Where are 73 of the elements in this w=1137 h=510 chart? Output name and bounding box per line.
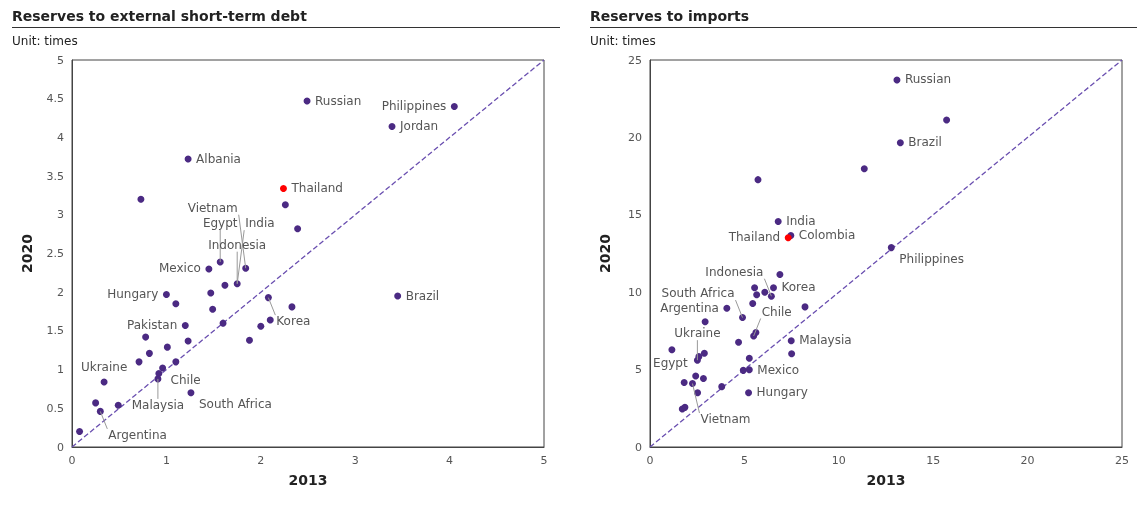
- annotation: Chile: [170, 372, 201, 387]
- annotation: Egypt: [202, 216, 238, 231]
- y-tick-label: 20: [628, 130, 642, 144]
- annotation: Ukraine: [674, 326, 721, 341]
- x-axis-title: 2013: [288, 472, 328, 488]
- x-tick-label: 20: [1020, 454, 1035, 467]
- annotation: Colombia: [798, 228, 856, 243]
- chart-subtitle: Unit: times: [12, 34, 79, 48]
- x-tick-label: 0: [646, 454, 654, 467]
- y-tick-label: 3: [57, 208, 64, 222]
- annotation: Philippines: [381, 98, 447, 113]
- annotation: Brazil: [405, 288, 440, 303]
- y-tick-label: 4: [57, 130, 64, 144]
- annotation: Argentina: [660, 300, 719, 315]
- annotation: Egypt: [653, 356, 688, 371]
- y-tick-label: 5: [57, 53, 64, 67]
- y-tick-label: 1: [57, 363, 64, 377]
- y-tick-label: 1.5: [46, 324, 64, 338]
- annotation: Vietnam: [187, 200, 238, 215]
- y-tick-label: 0: [635, 440, 642, 454]
- annotation: Indonesia: [208, 237, 267, 252]
- y-tick-label: 0: [57, 440, 64, 454]
- chart-subtitle: Unit: times: [590, 34, 657, 48]
- annotation: Hungary: [756, 385, 808, 400]
- annotation: Russian: [904, 72, 952, 87]
- x-tick-label: 0: [68, 454, 76, 467]
- y-tick-label: 3.5: [46, 169, 64, 183]
- chart-title: Reserves to imports: [590, 8, 1137, 28]
- x-tick-label: 10: [831, 454, 846, 467]
- x-tick-label: 5: [540, 454, 548, 467]
- y-axis-title: 2020: [597, 233, 613, 273]
- annotation: Mexico: [158, 261, 201, 276]
- y-tick-label: 25: [628, 53, 642, 67]
- annotation: Albania: [196, 151, 241, 166]
- annotation: India: [245, 216, 275, 231]
- annotation: Mexico: [757, 362, 800, 377]
- x-tick-label: 4: [446, 454, 454, 467]
- annotation: Malaysia: [131, 397, 185, 412]
- annotation: Chile: [761, 304, 792, 319]
- x-tick-label: 3: [351, 454, 359, 467]
- y-tick-label: 4.5: [46, 92, 64, 106]
- annotation: Philippines: [899, 252, 964, 267]
- y-tick-label: 0.5: [46, 401, 64, 415]
- y-tick-label: 5: [635, 363, 642, 377]
- annotation: Brazil: [908, 135, 942, 150]
- y-tick-label: 2.5: [46, 247, 64, 260]
- x-tick-label: 25: [1115, 454, 1129, 467]
- annotation: South Africa: [198, 397, 272, 412]
- annotation: Vietnam: [700, 412, 751, 427]
- annotation: Malaysia: [799, 333, 852, 348]
- annotation: Korea: [276, 314, 311, 329]
- annotation: Korea: [781, 280, 816, 295]
- annotation: Jordan: [399, 119, 439, 134]
- annotation: Hungary: [107, 287, 159, 302]
- annotation: Pakistan: [127, 317, 178, 332]
- y-axis-title: 2020: [19, 233, 35, 273]
- annotation: South Africa: [661, 286, 735, 301]
- y-tick-label: 10: [628, 285, 642, 299]
- x-axis-title: 2013: [866, 472, 906, 488]
- x-tick-label: 1: [162, 454, 170, 467]
- y-tick-label: 15: [628, 208, 642, 222]
- annotation: Thailand: [290, 180, 343, 195]
- annotation: Argentina: [108, 427, 167, 442]
- annotation: Ukraine: [80, 359, 128, 374]
- annotation: India: [786, 213, 816, 228]
- annotation: Russian: [315, 93, 362, 108]
- annotation: Indonesia: [705, 264, 764, 279]
- x-tick-label: 2: [257, 454, 265, 467]
- annotation: Thailand: [727, 230, 781, 245]
- x-tick-label: 15: [926, 454, 941, 467]
- x-tick-label: 5: [740, 454, 748, 467]
- chart-title: Reserves to external short-term debt: [12, 8, 560, 28]
- y-tick-label: 2: [57, 285, 64, 299]
